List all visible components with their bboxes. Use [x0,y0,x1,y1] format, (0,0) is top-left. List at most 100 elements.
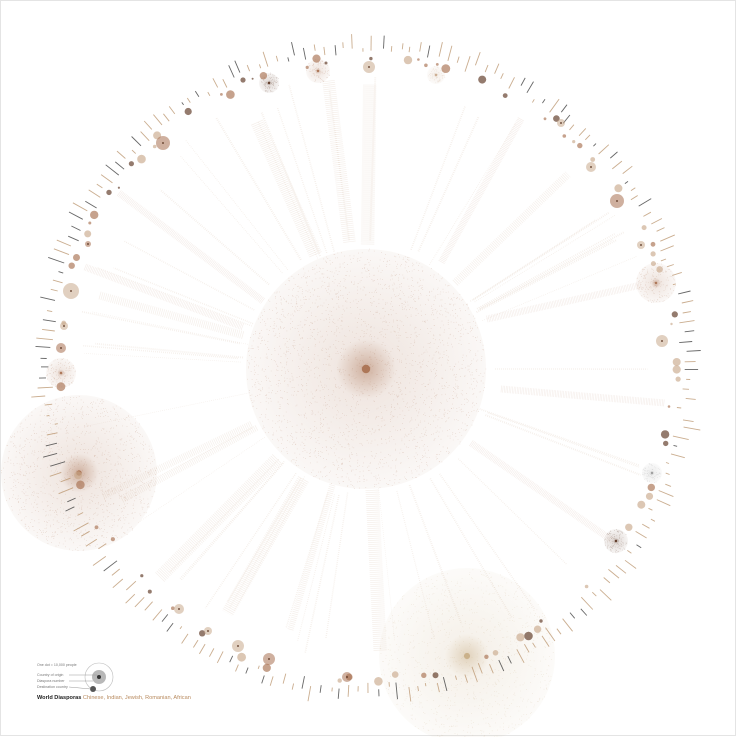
destination-node-51 [374,677,383,686]
destination-label-140 [208,92,210,96]
destination-node-92 [76,481,85,490]
destination-label-12 [665,484,671,486]
destination-node-129 [129,161,134,166]
destination-label-9 [671,454,685,458]
destination-label-195 [657,228,665,232]
destination-label-196 [660,235,675,241]
destination-label-181 [570,125,574,130]
destination-label-61 [283,674,286,684]
destination-label-30 [563,619,573,632]
destination-node-196 [651,242,656,247]
wide-stream-1 [119,193,263,301]
stream-45 [84,353,240,362]
destination-label-57 [320,685,321,693]
destination-node-85 [111,537,115,541]
stream-5 [92,312,248,345]
destination-label-173 [509,77,515,88]
destination-label-206 [685,331,695,332]
destination-label-177 [542,99,545,103]
destination-label-161 [402,43,403,49]
destination-label-130 [132,150,136,154]
destination-label-66 [236,665,239,672]
destination-node-34 [524,632,533,641]
destination-label-139 [195,91,199,97]
destination-node-204 [672,311,678,317]
destination-label-20 [627,550,631,553]
stream-41 [455,174,568,283]
destination-label-21 [625,560,636,568]
destination-label-60 [292,684,293,690]
medium-node-core-5 [590,166,592,168]
destination-label-6 [684,427,701,430]
destination-node-182 [572,140,575,143]
destination-node-18 [625,524,632,531]
destination-label-131 [132,137,141,146]
stream-35 [286,493,328,628]
destination-label-70 [199,644,205,654]
medium-node-core-1 [70,290,72,292]
cloud-east [636,263,676,303]
medium-node-core-9 [268,658,270,660]
destination-node-125 [106,190,111,195]
destination-label-110 [43,320,56,322]
cloud-south [379,568,555,737]
destination-label-153 [324,47,325,55]
stream-14 [160,459,277,577]
stream-48 [473,213,609,300]
destination-label-117 [54,249,69,255]
destination-node-164 [424,64,428,68]
destination-label-129 [117,151,125,158]
stream-8 [370,77,375,240]
stream-18 [257,121,316,254]
destination-label-150 [292,42,295,55]
destination-label-4 [677,408,681,409]
legend-origin-text: Country of origin [37,673,63,677]
destination-label-207 [679,342,692,343]
destination-node-46 [421,673,426,678]
destination-node-162 [404,56,412,64]
destination-label-23 [608,569,619,578]
destination-node-153 [325,62,328,65]
stream-29 [470,220,596,302]
destination-label-68 [217,651,223,663]
destination-label-185 [599,145,609,154]
destination-node-194 [642,225,647,230]
destination-label-71 [193,640,198,647]
stream-17 [480,409,639,465]
destination-label-103 [38,387,53,388]
stream-22 [458,459,566,565]
destination-label-152 [314,45,315,51]
destination-node-205 [670,323,672,325]
destination-label-204 [683,312,691,313]
legend-scale-text: One dot = 10,000 people [37,663,77,667]
medium-node-core-8 [237,645,239,647]
destination-label-124 [89,190,101,198]
destination-label-145 [247,65,249,71]
medium-node-core-10 [207,630,209,632]
destination-label-69 [209,648,214,656]
destination-label-73 [180,626,182,629]
destination-node-0 [673,365,681,373]
destination-label-107 [36,346,51,347]
destination-label-193 [643,212,651,216]
destination-label-3 [686,398,696,399]
destination-label-142 [223,79,227,87]
destination-label-120 [71,226,80,231]
destination-node-158 [369,57,372,60]
destination-label-54 [348,685,349,697]
stream-24 [479,240,613,310]
destination-label-186 [610,152,617,158]
destination-label-102 [31,396,45,397]
destination-label-192 [639,199,652,207]
destination-label-99 [55,424,58,425]
destination-node-55 [338,678,342,682]
destination-label-123 [85,201,96,208]
medium-node-core-11 [178,608,180,610]
destination-node-199 [656,266,662,272]
destination-node-7 [661,430,669,438]
destination-label-148 [276,56,278,62]
destination-label-154 [335,45,336,55]
stream-44 [114,268,254,324]
destination-label-128 [115,162,124,169]
